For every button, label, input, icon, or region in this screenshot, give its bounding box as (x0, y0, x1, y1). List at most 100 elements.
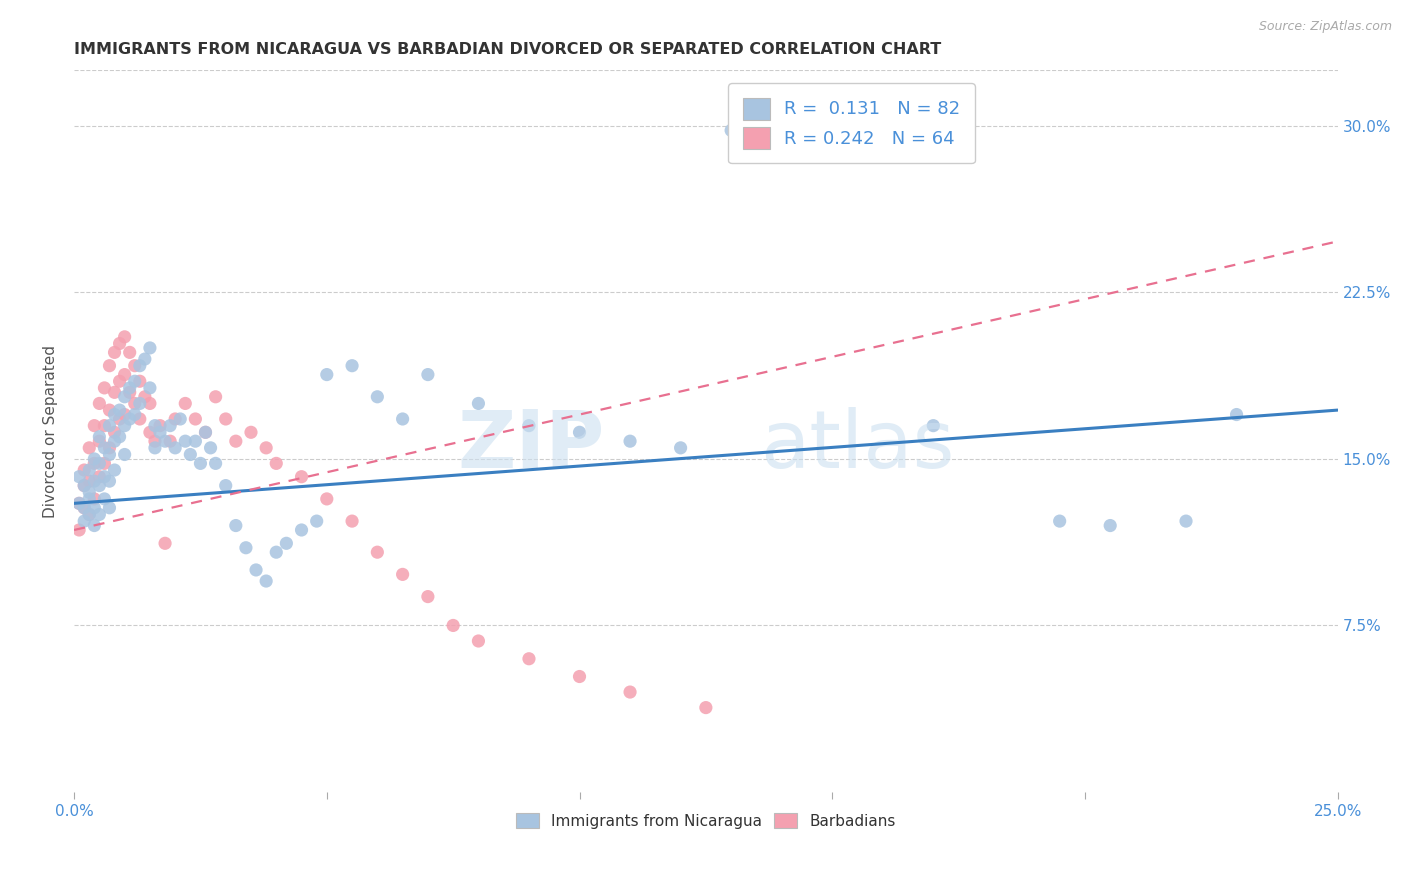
Legend: Immigrants from Nicaragua, Barbadians: Immigrants from Nicaragua, Barbadians (510, 806, 901, 835)
Point (517, 418, 540, 433)
Point (366, 545, 388, 559)
Point (568, 669, 591, 683)
Point (669, 441, 692, 455)
Point (204, 456, 226, 470)
Point (93, 381, 115, 395)
Text: IMMIGRANTS FROM NICARAGUA VS BARBADIAN DIVORCED OR SEPARATED CORRELATION CHART: IMMIGRANTS FROM NICARAGUA VS BARBADIAN D… (75, 42, 942, 57)
Point (98, 474, 121, 488)
Point (98, 441, 121, 455)
Point (290, 469, 312, 483)
Y-axis label: Divorced or Separated: Divorced or Separated (44, 344, 58, 517)
Point (568, 425, 591, 440)
Point (83, 518, 105, 533)
Point (179, 448, 201, 462)
Text: ZIP: ZIP (457, 407, 605, 484)
Point (77, 491, 100, 506)
Point (114, 408, 136, 422)
Point (174, 434, 197, 449)
Point (225, 518, 247, 533)
Point (83, 474, 105, 488)
Point (143, 441, 166, 455)
Point (103, 408, 125, 422)
Point (77, 463, 100, 477)
Point (467, 634, 489, 648)
Point (922, 418, 945, 433)
Point (174, 396, 197, 410)
Point (194, 425, 217, 440)
Point (118, 412, 141, 426)
Point (517, 652, 540, 666)
Point (204, 390, 226, 404)
Point (67, 469, 90, 483)
Point (143, 434, 166, 449)
Point (83, 500, 105, 515)
Point (93, 418, 115, 433)
Point (695, 700, 717, 714)
Point (264, 545, 287, 559)
Point (139, 425, 162, 440)
Point (184, 434, 207, 449)
Point (391, 567, 413, 582)
Point (124, 396, 146, 410)
Point (114, 368, 136, 382)
Point (73, 500, 96, 515)
Point (416, 368, 439, 382)
Point (98, 403, 121, 417)
Point (108, 430, 131, 444)
Point (149, 425, 172, 440)
Point (821, 145, 844, 160)
Point (93, 441, 115, 455)
Point (77, 485, 100, 500)
Point (98, 448, 121, 462)
Text: atlas: atlas (761, 407, 955, 484)
Point (114, 448, 136, 462)
Point (159, 418, 181, 433)
Point (89, 456, 111, 470)
Point (619, 685, 641, 699)
Point (264, 456, 287, 470)
Point (245, 563, 267, 577)
Text: Source: ZipAtlas.com: Source: ZipAtlas.com (1258, 20, 1392, 33)
Point (139, 396, 162, 410)
Point (340, 514, 363, 528)
Point (215, 478, 238, 492)
Point (89, 396, 111, 410)
Point (73, 463, 96, 477)
Point (153, 434, 176, 449)
Point (149, 418, 172, 433)
Point (83, 452, 105, 467)
Point (128, 374, 150, 388)
Point (118, 381, 141, 395)
Point (165, 441, 187, 455)
Point (114, 390, 136, 404)
Point (108, 403, 131, 417)
Point (98, 418, 121, 433)
Point (200, 441, 222, 455)
Point (235, 541, 257, 555)
Point (190, 456, 212, 470)
Point (441, 618, 464, 632)
Point (315, 368, 337, 382)
Point (128, 412, 150, 426)
Point (290, 523, 312, 537)
Point (93, 491, 115, 506)
Point (108, 412, 131, 426)
Point (619, 434, 641, 449)
Point (124, 408, 146, 422)
Point (73, 514, 96, 528)
Point (720, 123, 742, 137)
Point (77, 508, 100, 522)
Point (89, 478, 111, 492)
Point (1175, 514, 1198, 528)
Point (89, 430, 111, 444)
Point (315, 491, 337, 506)
Point (114, 418, 136, 433)
Point (134, 352, 156, 367)
Point (89, 508, 111, 522)
Point (73, 478, 96, 492)
Point (165, 412, 187, 426)
Point (276, 536, 298, 550)
Point (305, 514, 328, 528)
Point (1225, 408, 1247, 422)
Point (77, 508, 100, 522)
